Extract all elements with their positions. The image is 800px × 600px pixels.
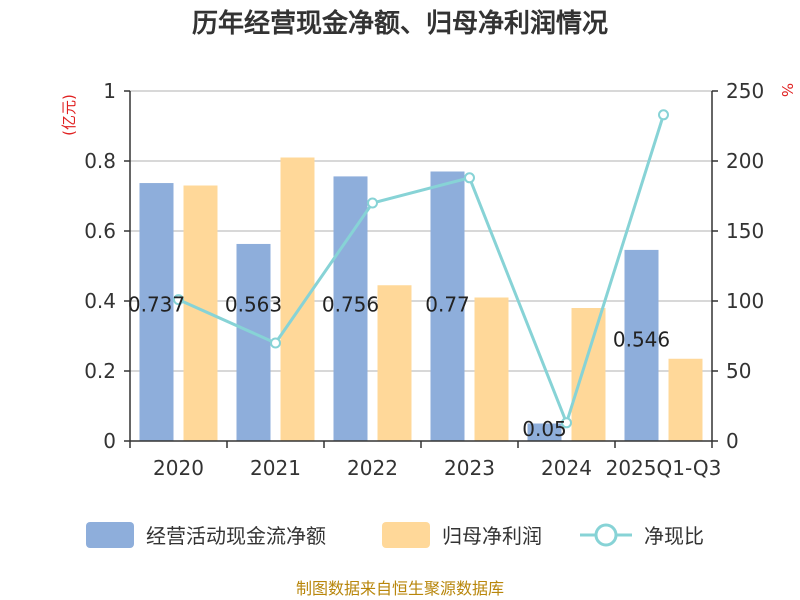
bar-profit — [668, 358, 703, 441]
right-tick-label: 0 — [726, 429, 739, 453]
axes — [124, 90, 718, 448]
left-tick-label: 0.8 — [84, 149, 116, 173]
x-tick-label: 2022 — [347, 456, 398, 480]
x-tick-label: 2020 — [153, 456, 204, 480]
legend-swatch-profit — [382, 522, 430, 548]
right-tick-label: 100 — [726, 289, 764, 313]
left-tick-label: 0 — [103, 429, 116, 453]
bar-cashflow — [236, 243, 271, 441]
bar-profit — [571, 308, 606, 441]
right-tick-label: 250 — [726, 79, 764, 103]
source-note: 制图数据来自恒生聚源数据库 — [296, 579, 504, 598]
bar-cashflow — [139, 183, 174, 442]
data-labels: 0.737 0.563 0.756 0.77 0.05 0.546 — [128, 293, 670, 441]
left-axis-unit: (亿元) — [60, 94, 78, 136]
legend-label-ratio: 净现比 — [644, 524, 704, 548]
legend-swatch-cashflow — [86, 522, 134, 548]
ratio-point — [464, 172, 475, 184]
data-label-cashflow: 0.05 — [522, 417, 567, 441]
bar-cashflow — [624, 249, 659, 441]
legend-swatch-ratio-marker — [594, 523, 618, 547]
ratio-line-path — [177, 114, 665, 428]
x-tick-label: 2021 — [250, 456, 301, 480]
x-tick-label: 2024 — [541, 456, 592, 480]
tick-labels: 0 0.2 0.4 0.6 0.8 1 0 50 100 150 200 250 2020 2021 202… — [84, 79, 764, 480]
left-tick-label: 0.6 — [84, 219, 116, 243]
ratio-point — [367, 197, 378, 209]
bar-cashflow — [527, 423, 562, 441]
bar-profit — [474, 297, 509, 441]
bar-profit — [280, 157, 315, 441]
ratio-point — [561, 417, 572, 429]
bar-cashflow — [430, 171, 465, 441]
data-label-cashflow: 0.756 — [322, 293, 379, 317]
legend: 经营活动现金流净额 归母净利润 净现比 — [86, 522, 704, 548]
x-tick-label: 2023 — [444, 456, 495, 480]
ratio-point — [270, 337, 281, 349]
x-tick-label: 2025Q1-Q3 — [606, 456, 722, 480]
ratio-point — [658, 109, 669, 121]
ratio-point — [173, 294, 184, 306]
data-label-cashflow: 0.546 — [613, 328, 670, 352]
data-label-cashflow: 0.77 — [425, 293, 470, 317]
gridlines — [130, 90, 712, 372]
data-label-cashflow: 0.563 — [225, 293, 282, 317]
ratio-line — [173, 109, 669, 429]
bar-profit — [377, 285, 412, 441]
right-tick-label: 50 — [726, 359, 751, 383]
legend-label-profit: 归母净利润 — [442, 524, 542, 548]
right-axis-unit: % — [778, 83, 796, 97]
data-label-cashflow: 0.737 — [128, 293, 185, 317]
legend-label-cashflow: 经营活动现金流净额 — [146, 524, 326, 548]
left-tick-label: 0.2 — [84, 359, 116, 383]
right-tick-label: 200 — [726, 149, 764, 173]
left-tick-label: 1 — [103, 79, 116, 103]
chart-title: 历年经营现金净额、归母净利润情况 — [192, 8, 608, 39]
bars — [139, 157, 703, 442]
right-tick-label: 150 — [726, 219, 764, 243]
left-tick-label: 0.4 — [84, 289, 116, 313]
